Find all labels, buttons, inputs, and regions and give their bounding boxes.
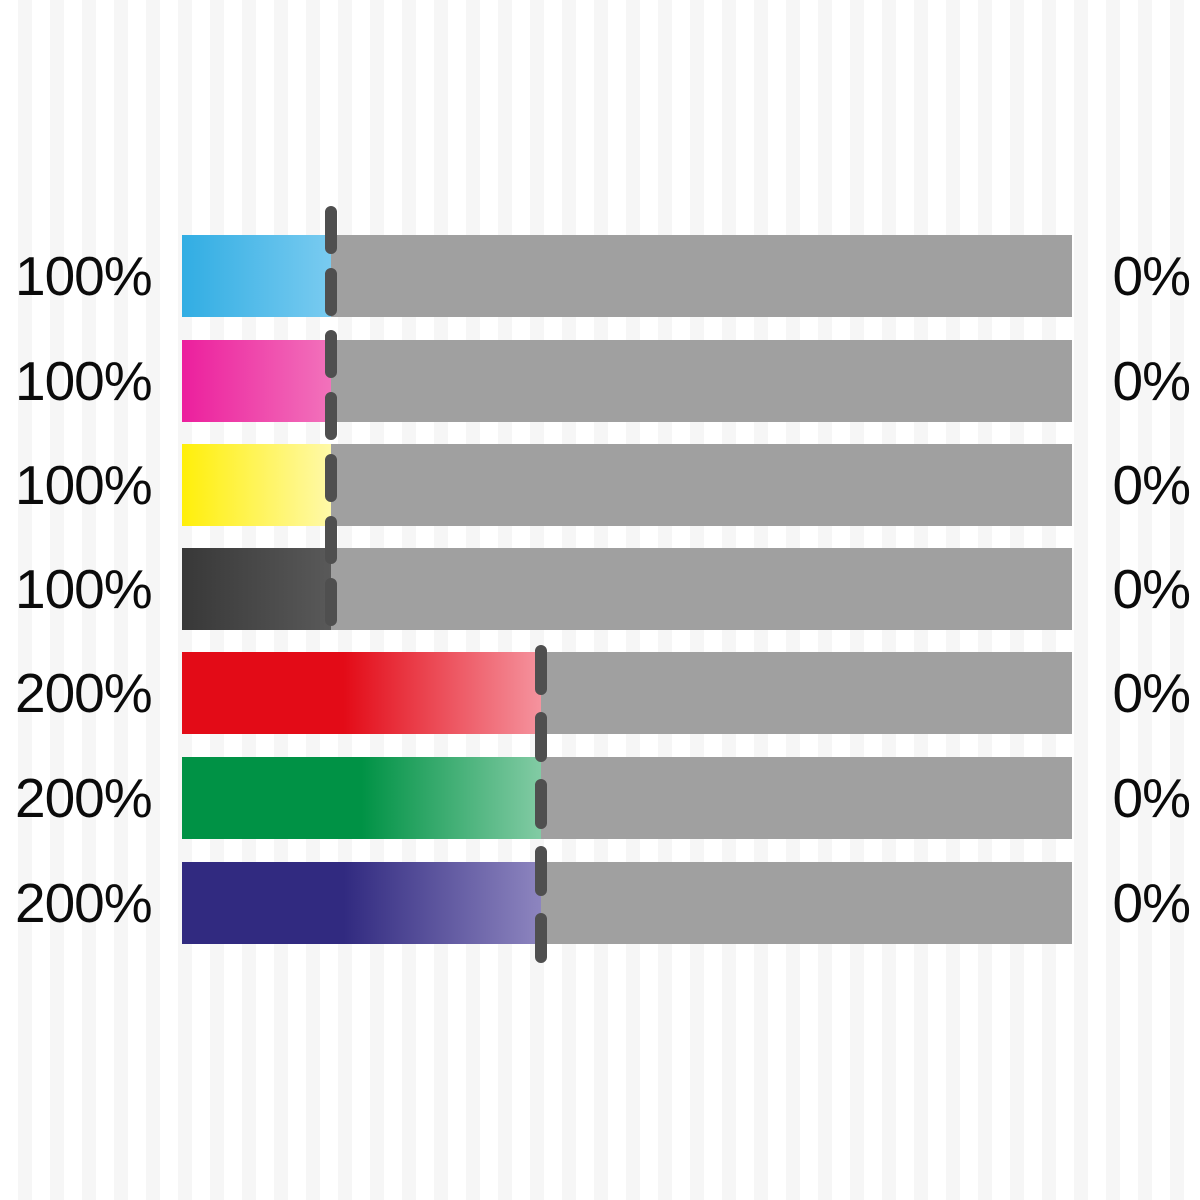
left-percentage-label: 100% [15, 245, 153, 307]
right-percentage-label: 0% [1112, 245, 1192, 307]
bar-fill-yellow [182, 444, 331, 526]
bar-track [182, 235, 1072, 317]
left-percentage-label: 200% [15, 662, 153, 724]
bar-row-green: 200% 0% [0, 757, 1200, 839]
bar-track [182, 548, 1072, 630]
right-percentage-label: 0% [1112, 662, 1192, 724]
left-percentage-label: 100% [15, 558, 153, 620]
bar-fill-blue [182, 862, 541, 944]
right-percentage-label: 0% [1112, 872, 1192, 934]
right-percentage-label: 0% [1112, 558, 1192, 620]
bar-row-cyan: 100% 0% [0, 235, 1200, 317]
right-percentage-label: 0% [1112, 454, 1192, 516]
left-percentage-label: 200% [15, 872, 153, 934]
bar-track [182, 444, 1072, 526]
bar-row-red: 200% 0% [0, 652, 1200, 734]
bar-track [182, 340, 1072, 422]
bar-track [182, 862, 1072, 944]
bar-row-blue: 200% 0% [0, 862, 1200, 944]
bar-fill-magenta [182, 340, 331, 422]
bar-fill-green [182, 757, 541, 839]
right-percentage-label: 0% [1112, 767, 1192, 829]
left-percentage-label: 100% [15, 454, 153, 516]
bar-track [182, 652, 1072, 734]
bar-fill-black [182, 548, 331, 630]
bar-fill-red [182, 652, 541, 734]
left-percentage-label: 200% [15, 767, 153, 829]
bar-row-magenta: 100% 0% [0, 340, 1200, 422]
bar-fill-cyan [182, 235, 331, 317]
right-percentage-label: 0% [1112, 350, 1192, 412]
bar-row-black: 100% 0% [0, 548, 1200, 630]
bar-track [182, 757, 1072, 839]
bar-row-yellow: 100% 0% [0, 444, 1200, 526]
left-percentage-label: 100% [15, 350, 153, 412]
